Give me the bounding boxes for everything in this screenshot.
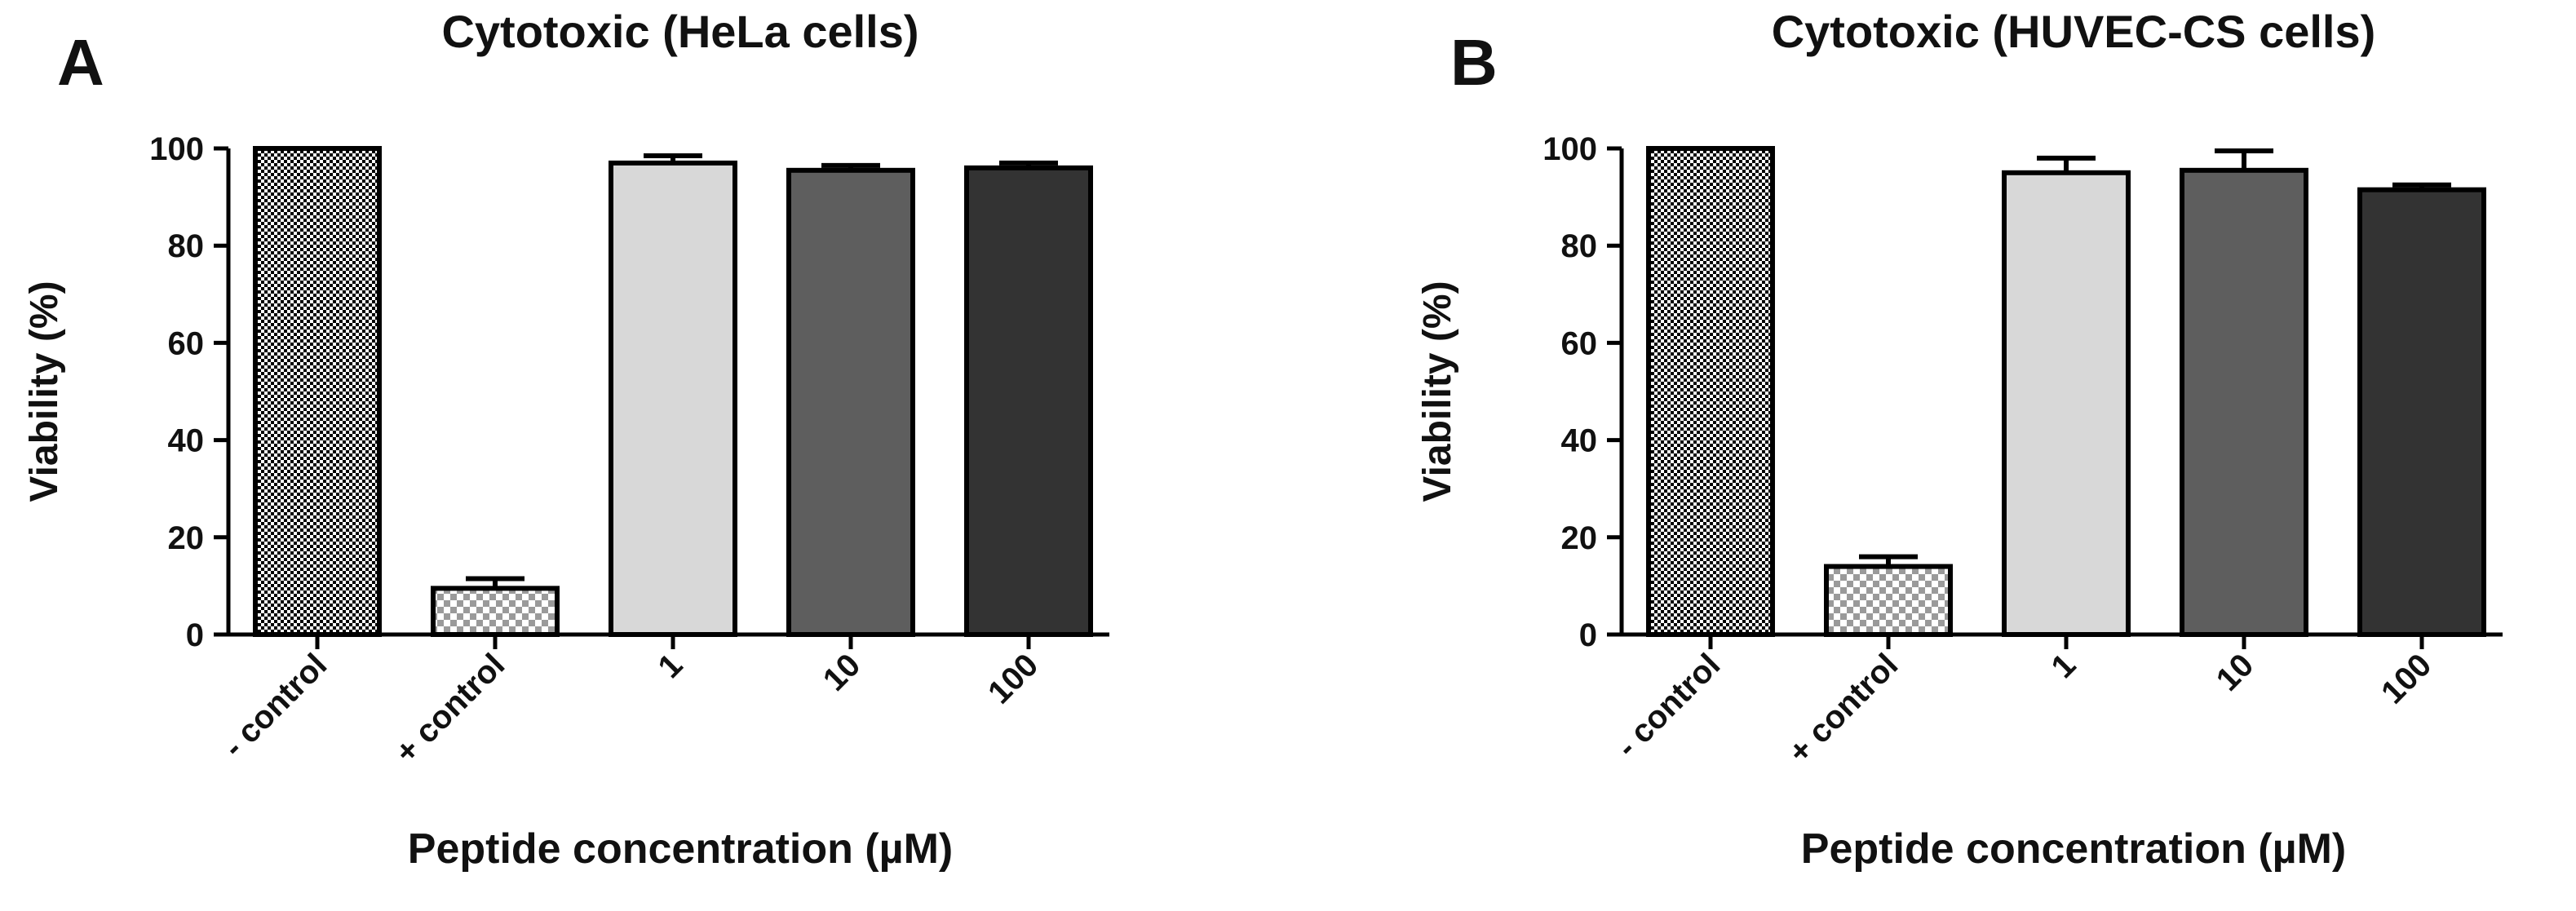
y-axis-label: Viability (%) [23,281,66,502]
x-tick-label: 10 [2210,647,2261,698]
x-tick-label: - control [216,647,334,764]
y-tick-label: 100 [149,131,204,167]
bar [2357,187,2486,638]
bar [609,160,737,637]
y-tick-label: 20 [168,520,205,556]
x-tick-label: 1 [2045,647,2083,685]
y-tick-label: 40 [168,423,205,459]
y-tick-label: 80 [168,228,205,264]
x-tick-label: - control [1609,647,1727,764]
y-tick-label: 80 [1561,228,1598,264]
y-tick-label: 20 [1561,520,1598,556]
bar [964,165,1093,637]
bar [786,167,915,637]
chart-title: Cytotoxic (HUVEC-CS cells) [1772,6,2376,57]
chart-title: Cytotoxic (HeLa cells) [441,6,918,57]
y-tick-label: 0 [186,617,204,653]
y-tick-label: 0 [1579,617,1597,653]
x-tick-label: + control [1782,647,1905,770]
bar [1646,146,1775,637]
x-tick-label: 100 [981,647,1045,710]
panel-label: A [57,26,104,99]
panel-label: B [1450,26,1498,99]
x-tick-label: + control [388,647,511,770]
x-axis-label: Peptide concentration (µM) [1801,825,2346,873]
x-tick-label: 1 [652,647,690,685]
x-axis-label: Peptide concentration (µM) [408,825,953,873]
bar [1824,564,1953,637]
bar [253,146,382,637]
bar [431,586,560,638]
y-tick-label: 60 [168,325,205,361]
y-tick-label: 100 [1543,131,1597,167]
y-tick-label: 40 [1561,423,1598,459]
y-tick-label: 60 [1561,325,1598,361]
bar [2002,170,2131,638]
bar [2180,167,2308,637]
y-axis-label: Viability (%) [1416,281,1459,502]
x-tick-label: 10 [817,647,868,698]
x-tick-label: 100 [2375,647,2438,710]
